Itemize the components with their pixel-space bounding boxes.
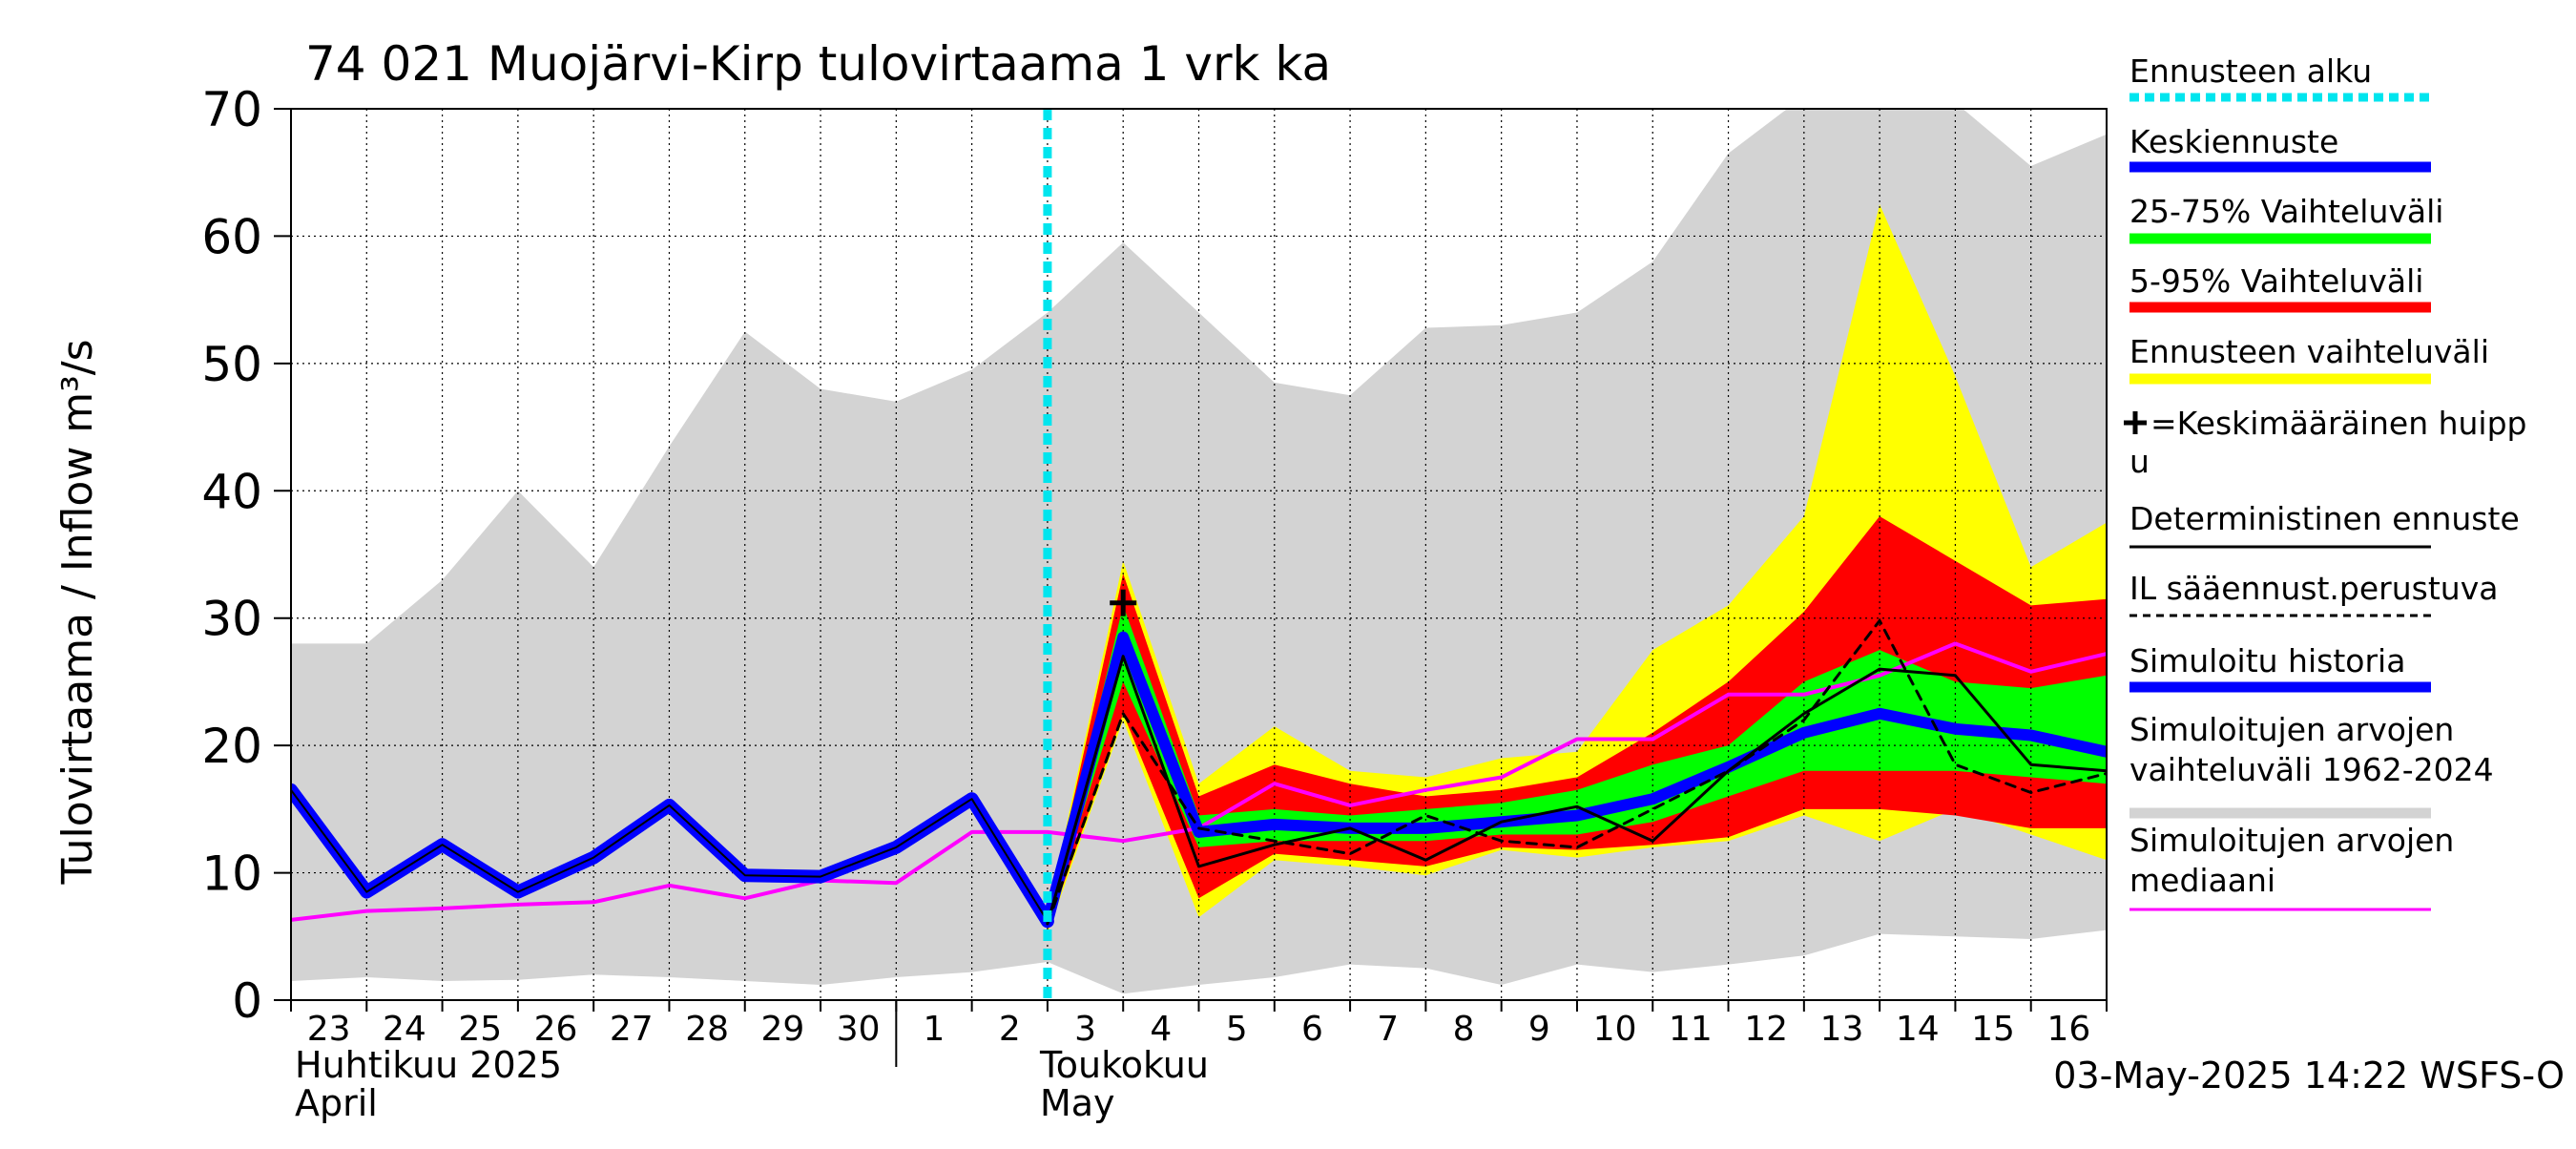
grid-layer	[291, 109, 2107, 1000]
y-tick-label: 50	[201, 337, 262, 392]
x-tick-label: 27	[610, 1010, 654, 1049]
mean-peak-marker	[1110, 589, 1137, 616]
legend-item: Ennusteen vaihteluväli	[2129, 333, 2489, 385]
central-forecast-line	[1041, 631, 2107, 928]
x-tick-label: 23	[307, 1010, 351, 1049]
x-tick-label: 14	[1896, 1010, 1940, 1049]
legend-label: Simuloitu historia	[2129, 642, 2405, 679]
x-tick-label: 24	[383, 1010, 426, 1049]
month-label-en: April	[295, 1082, 378, 1124]
x-tick-label: 10	[1593, 1010, 1637, 1049]
x-tick-label: 3	[1074, 1010, 1096, 1049]
legend-label: =Keskimääräinen huipp	[2150, 405, 2527, 442]
x-tick-label: 6	[1301, 1010, 1323, 1049]
legend-item: 5-95% Vaihteluväli	[2129, 262, 2431, 313]
legend-item: Keskiennuste	[2129, 123, 2431, 173]
legend-label: 5-95% Vaihteluväli	[2129, 262, 2423, 300]
x-tick-label: 8	[1453, 1010, 1475, 1049]
legend-label: Deterministinen ennuste	[2129, 500, 2520, 537]
legend-label: IL sääennust.perustuva	[2129, 570, 2498, 607]
x-tick-label: 1	[924, 1010, 945, 1049]
y-tick-label: 0	[232, 973, 262, 1029]
x-tick-label: 9	[1528, 1010, 1550, 1049]
x-tick-label: 7	[1377, 1010, 1399, 1049]
x-tick-label: 26	[534, 1010, 578, 1049]
series-lines-layer	[291, 109, 2107, 1000]
month-label-fi: Toukokuu	[1039, 1044, 1209, 1086]
legend-item: Ennusteen alku	[2129, 52, 2431, 102]
simulated-history-trace	[291, 788, 1049, 923]
x-tick-label: 13	[1820, 1010, 1864, 1049]
legend-label: 25-75% Vaihteluväli	[2129, 193, 2443, 230]
month-label-en: May	[1040, 1082, 1115, 1124]
legend-label: Keskiennuste	[2129, 123, 2338, 160]
legend-label: Ennusteen vaihteluväli	[2129, 333, 2489, 370]
legend-label: vaihteluväli 1962-2024	[2129, 751, 2494, 788]
legend-item: IL sääennust.perustuva	[2129, 570, 2498, 617]
deterministic-line	[1046, 655, 2107, 926]
legend-item: Deterministinen ennuste	[2129, 500, 2520, 549]
x-tick-label: 11	[1669, 1010, 1713, 1049]
footer-timestamp: 03-May-2025 14:22 WSFS-O	[2053, 1055, 2565, 1097]
y-tick-label: 40	[201, 464, 262, 519]
x-tick-label: 5	[1226, 1010, 1248, 1049]
y-tick-label: 10	[201, 846, 262, 902]
x-tick-label: 28	[685, 1010, 729, 1049]
il-weather-line	[1046, 618, 2107, 926]
legend-label: u	[2129, 443, 2150, 480]
legend-label: Ennusteen alku	[2129, 52, 2372, 90]
x-tick-label: 15	[1971, 1010, 2015, 1049]
x-tick-label: 4	[1150, 1010, 1172, 1049]
x-tick-label: 16	[2046, 1010, 2090, 1049]
y-axis-label: Tulovirtaama / Inflow m³/s	[53, 339, 102, 885]
y-tick-label: 30	[201, 592, 262, 647]
y-tick-label: 60	[201, 209, 262, 264]
legend-label: Simuloitujen arvojen	[2129, 822, 2454, 859]
legend-item: Simuloitu historia	[2129, 642, 2431, 693]
y-tick-label: 70	[201, 82, 262, 137]
x-tick-label: 29	[760, 1010, 804, 1049]
legend-label: Simuloitujen arvojen	[2129, 711, 2454, 748]
legend: Ennusteen alku Keskiennuste 25-75% Vaihtel…	[2124, 52, 2527, 911]
x-tick-label: 30	[837, 1010, 881, 1049]
legend-label: mediaani	[2129, 862, 2275, 899]
chart-title: 74 021 Muojärvi-Kirp tulovirtaama 1 vrk …	[305, 36, 1331, 92]
y-tick-label: 20	[201, 719, 262, 774]
x-tick-label: 12	[1744, 1010, 1788, 1049]
x-tick-label: 25	[458, 1010, 502, 1049]
legend-item: 25-75% Vaihteluväli	[2129, 193, 2443, 244]
month-label-fi: Huhtikuu 2025	[295, 1044, 562, 1086]
x-tick-label: 2	[999, 1010, 1021, 1049]
